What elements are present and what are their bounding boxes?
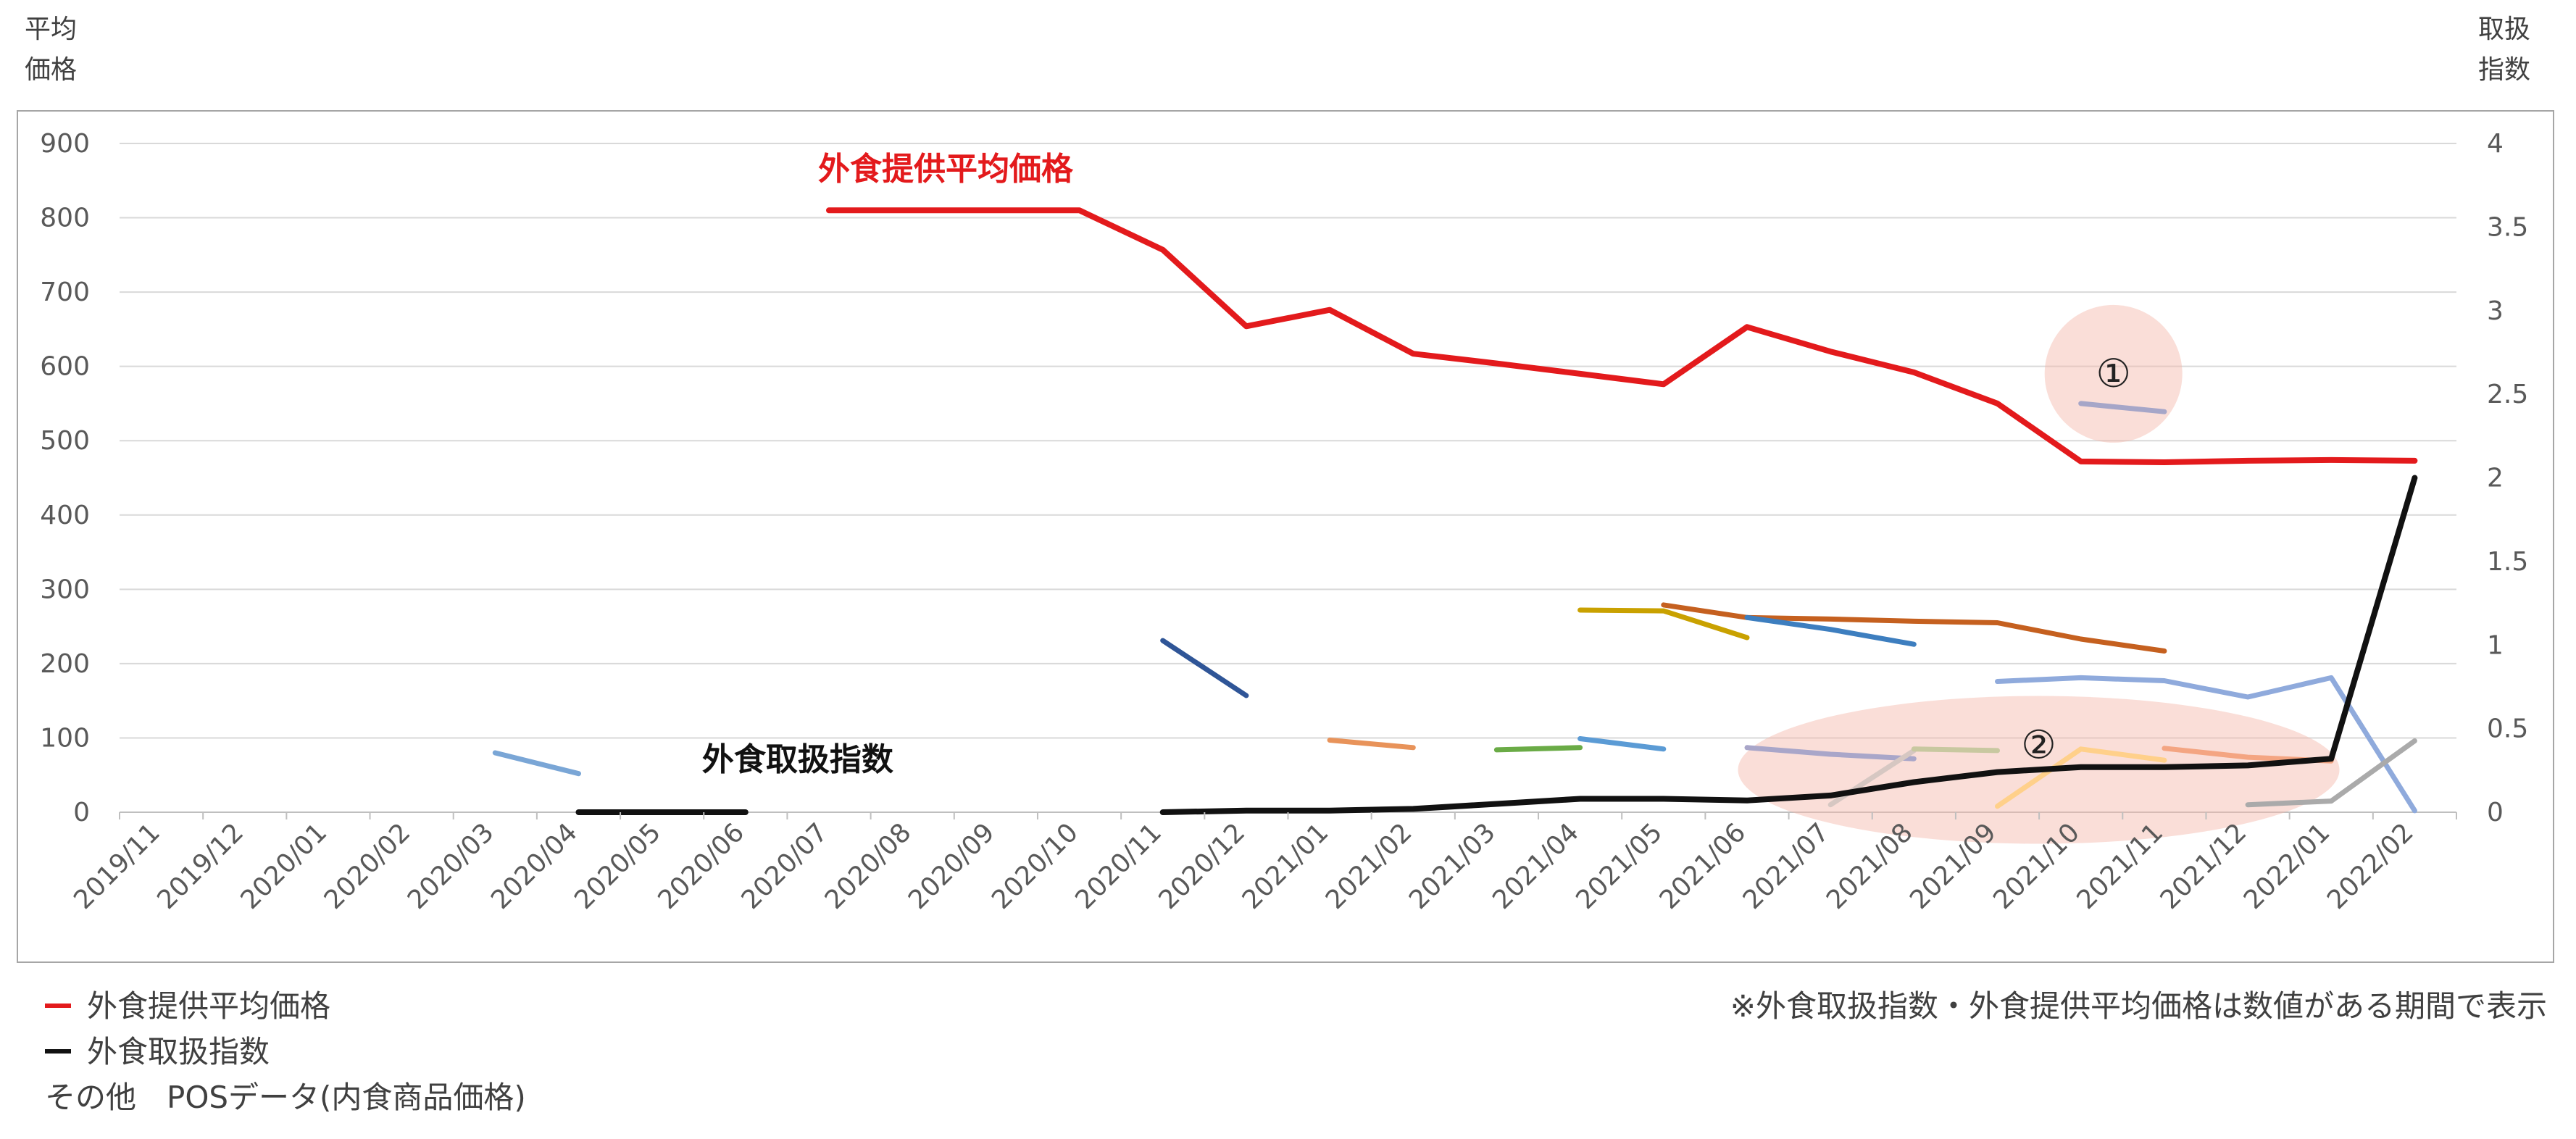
right-axis-title-line2: 指数 xyxy=(2478,55,2530,85)
x-tick-label: 2021/08 xyxy=(1821,817,1919,915)
right-axis-ticks: 4 3.5 3 2.5 2 1.5 1 0.5 0 xyxy=(2487,129,2528,827)
x-tick-label: 2020/05 xyxy=(569,817,667,915)
left-tick-label: 500 xyxy=(40,426,90,456)
left-axis-title-line1: 平均 xyxy=(25,14,77,44)
left-tick-label: 400 xyxy=(40,501,90,530)
legend-other: その他 POSデータ(内食商品価格) xyxy=(45,1080,526,1115)
gridlines xyxy=(120,143,2456,813)
x-tick-label: 2020/01 xyxy=(235,817,333,915)
index-series-label: 外食取扱指数 xyxy=(702,741,893,778)
x-tick-label: 2019/11 xyxy=(68,817,166,915)
x-tick-label: 2021/01 xyxy=(1237,817,1335,915)
x-tick-label: 2020/10 xyxy=(986,817,1084,915)
x-tick-label: 2021/02 xyxy=(1320,817,1418,915)
right-tick-label: 0 xyxy=(2487,798,2504,827)
price-line xyxy=(826,207,2418,465)
plot-frame xyxy=(17,110,2554,963)
annotation-2: ② xyxy=(2021,722,2056,768)
x-tick-label: 2019/12 xyxy=(151,817,249,915)
left-axis-ticks: 900 800 700 600 500 400 300 200 100 0 xyxy=(40,129,90,827)
legend-label-price: 外食提供平均価格 xyxy=(87,988,330,1024)
x-tick-label: 2020/03 xyxy=(402,817,500,915)
x-tick-label: 2020/08 xyxy=(820,817,917,915)
left-tick-label: 900 xyxy=(40,129,90,159)
x-tick-label: 2022/01 xyxy=(2238,817,2336,915)
pos-series-line xyxy=(1911,746,2000,754)
pos-series-line xyxy=(1577,736,1667,752)
series-layer xyxy=(492,207,2418,815)
right-tick-label: 4 xyxy=(2487,129,2504,159)
annotation-1: ① xyxy=(2096,351,2130,396)
right-tick-label: 3 xyxy=(2487,296,2504,326)
left-tick-label: 800 xyxy=(40,204,90,233)
pos-series-line xyxy=(1327,738,1416,751)
pos-series-line xyxy=(1744,745,1917,762)
right-tick-label: 0.5 xyxy=(2487,714,2528,744)
x-tick-label: 2020/11 xyxy=(1070,817,1167,915)
pos-series-line xyxy=(2078,401,2167,414)
x-tick-label: 2021/05 xyxy=(1570,817,1668,915)
footnote: ※外食取扱指数・外食提供平均価格は数値がある期間で表示 xyxy=(1730,988,2547,1024)
price-series-label: 外食提供平均価格 xyxy=(818,151,1074,188)
left-tick-label: 0 xyxy=(73,798,90,827)
right-tick-label: 2.5 xyxy=(2487,380,2528,409)
x-tick-label: 2021/07 xyxy=(1738,817,1835,915)
pos-series-line xyxy=(1744,614,1917,647)
x-tick-label: 2020/12 xyxy=(1154,817,1251,915)
left-tick-label: 300 xyxy=(40,575,90,604)
index-line xyxy=(1159,475,2418,815)
right-tick-label: 3.5 xyxy=(2487,212,2528,242)
legend-label-index: 外食取扱指数 xyxy=(87,1034,270,1069)
right-tick-label: 1.5 xyxy=(2487,547,2528,577)
pos-series-line xyxy=(1995,675,2417,814)
x-tick-label: 2020/07 xyxy=(736,817,834,915)
left-tick-label: 700 xyxy=(40,278,90,307)
left-tick-label: 200 xyxy=(40,649,90,679)
x-tick-label: 2021/03 xyxy=(1404,817,1501,915)
pos-series-line xyxy=(2245,738,2417,808)
x-tick-label: 2021/06 xyxy=(1654,817,1752,915)
x-tick-label: 2021/04 xyxy=(1487,817,1585,915)
left-tick-label: 600 xyxy=(40,352,90,382)
x-tick-label: 2020/09 xyxy=(903,817,1001,915)
right-tick-label: 2 xyxy=(2487,464,2504,493)
x-tick-label: 2022/02 xyxy=(2322,817,2419,915)
x-tick-label: 2020/04 xyxy=(485,817,583,915)
pos-series-line xyxy=(492,750,581,777)
pos-series-line xyxy=(1160,638,1249,698)
pos-series-line xyxy=(1995,746,2167,809)
right-tick-label: 1 xyxy=(2487,630,2504,660)
pos-series-line xyxy=(1493,745,1583,753)
pos-series-line xyxy=(1577,607,1750,641)
left-tick-label: 100 xyxy=(40,723,90,753)
left-axis-title-line2: 価格 xyxy=(25,55,77,85)
x-tick-label: 2020/06 xyxy=(652,817,750,915)
right-axis-title-line1: 取扱 xyxy=(2478,14,2530,44)
x-tick-label: 2020/02 xyxy=(319,817,417,915)
